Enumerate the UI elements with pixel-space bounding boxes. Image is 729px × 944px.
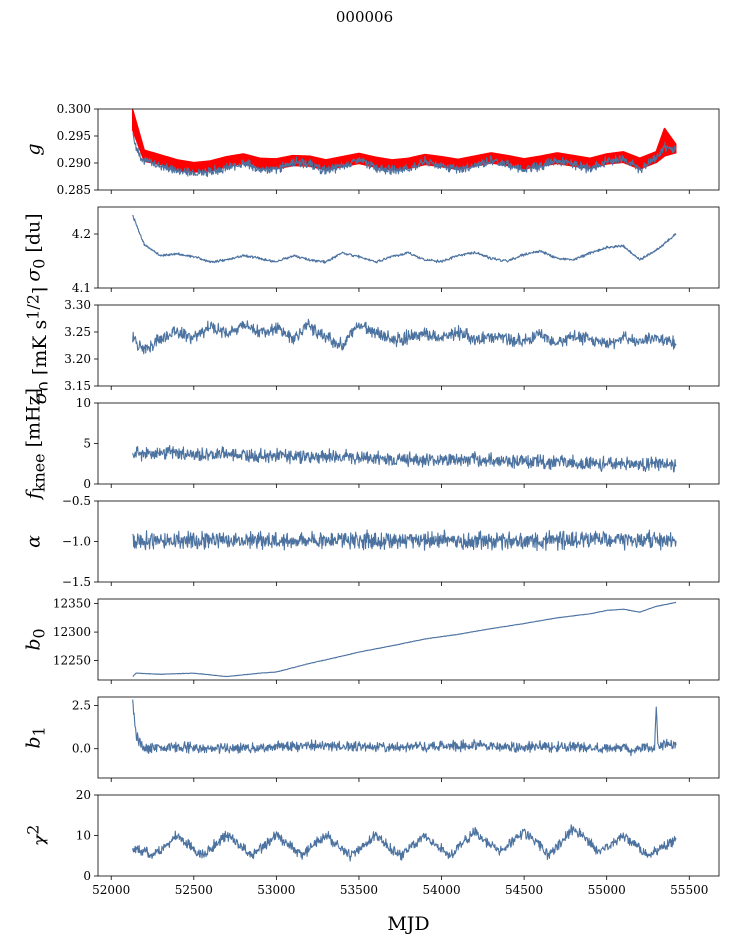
y-tick-label: −0.5 xyxy=(62,494,91,508)
x-tick-label: 53500 xyxy=(340,883,378,897)
panel-sigma0_mK: 3.153.203.253.30σ0 [mK s1/2] xyxy=(23,287,720,404)
series-line-g xyxy=(132,132,677,178)
panel-alpha: −1.5−1.0−0.5α xyxy=(22,494,720,589)
series-line-fknee xyxy=(132,444,677,473)
series-line-chi2 xyxy=(132,824,677,862)
y-tick-label: 0.295 xyxy=(57,129,91,143)
axes-frame-sigma0_mK xyxy=(97,304,720,387)
y-tick-label: 0.285 xyxy=(57,183,91,197)
y-tick-label: −1.0 xyxy=(62,535,91,549)
y-tick-label: 0.0 xyxy=(72,742,91,756)
y-tick-label: 0.300 xyxy=(57,102,91,116)
x-tick-label: 55000 xyxy=(588,883,626,897)
y-tick-label: 4.1 xyxy=(72,281,91,295)
y-tick-label: 20 xyxy=(76,788,91,802)
series-band-g xyxy=(131,109,677,173)
panel-b1: 0.02.5b1 xyxy=(22,696,720,782)
x-axis-label: MJD xyxy=(387,913,429,935)
panel-chi2: 0 10 20 52000 52500 53000 53500 54000 54500 55000… xyxy=(23,788,720,897)
ylabel-chi2: χ2 xyxy=(23,825,47,847)
x-tick-label: 53000 xyxy=(257,883,295,897)
y-tick-label: 3.20 xyxy=(64,352,91,366)
axes-frame-b1 xyxy=(97,696,720,779)
figure-title: 000006 xyxy=(335,8,394,26)
y-tick-label: 3.30 xyxy=(64,298,91,312)
series-line-sigma0_du xyxy=(132,214,677,264)
panel-sigma0_du: 4.14.2σ0 [du] xyxy=(22,206,720,295)
y-tick-label: 4.2 xyxy=(72,227,91,241)
y-tick-label: 12250 xyxy=(53,654,91,668)
x-tick-label: 54000 xyxy=(422,883,460,897)
y-tick-label: 0 xyxy=(83,869,91,883)
y-tick-label: 12300 xyxy=(53,625,91,639)
y-tick-label: 5 xyxy=(83,437,91,451)
y-tick-label: 0 xyxy=(83,477,91,491)
axes-frame-g xyxy=(97,108,720,191)
series-line-b1 xyxy=(132,699,677,757)
y-tick-label: −1.5 xyxy=(62,575,91,589)
x-tick-label: 55500 xyxy=(670,883,708,897)
y-tick-label: 3.15 xyxy=(64,379,91,393)
x-tick-label: 52000 xyxy=(92,883,130,897)
x-tick-label: 54500 xyxy=(505,883,543,897)
y-tick-label: 12350 xyxy=(53,597,91,611)
y-tick-label: 0.290 xyxy=(57,156,91,170)
y-tick-label: 10 xyxy=(76,396,91,410)
y-tick-label: 3.25 xyxy=(64,325,91,339)
series-line-sigma0_mK xyxy=(132,318,677,355)
y-tick-label: 10 xyxy=(76,829,91,843)
y-tick-label: 2.5 xyxy=(72,699,91,713)
series-line-alpha xyxy=(132,529,677,552)
axes-frame-fknee xyxy=(97,402,720,485)
axes-frame-b0 xyxy=(97,598,720,681)
series-line-b0 xyxy=(132,601,677,678)
x-tick-label: 52500 xyxy=(175,883,213,897)
axes-frame-sigma0_du xyxy=(97,206,720,289)
